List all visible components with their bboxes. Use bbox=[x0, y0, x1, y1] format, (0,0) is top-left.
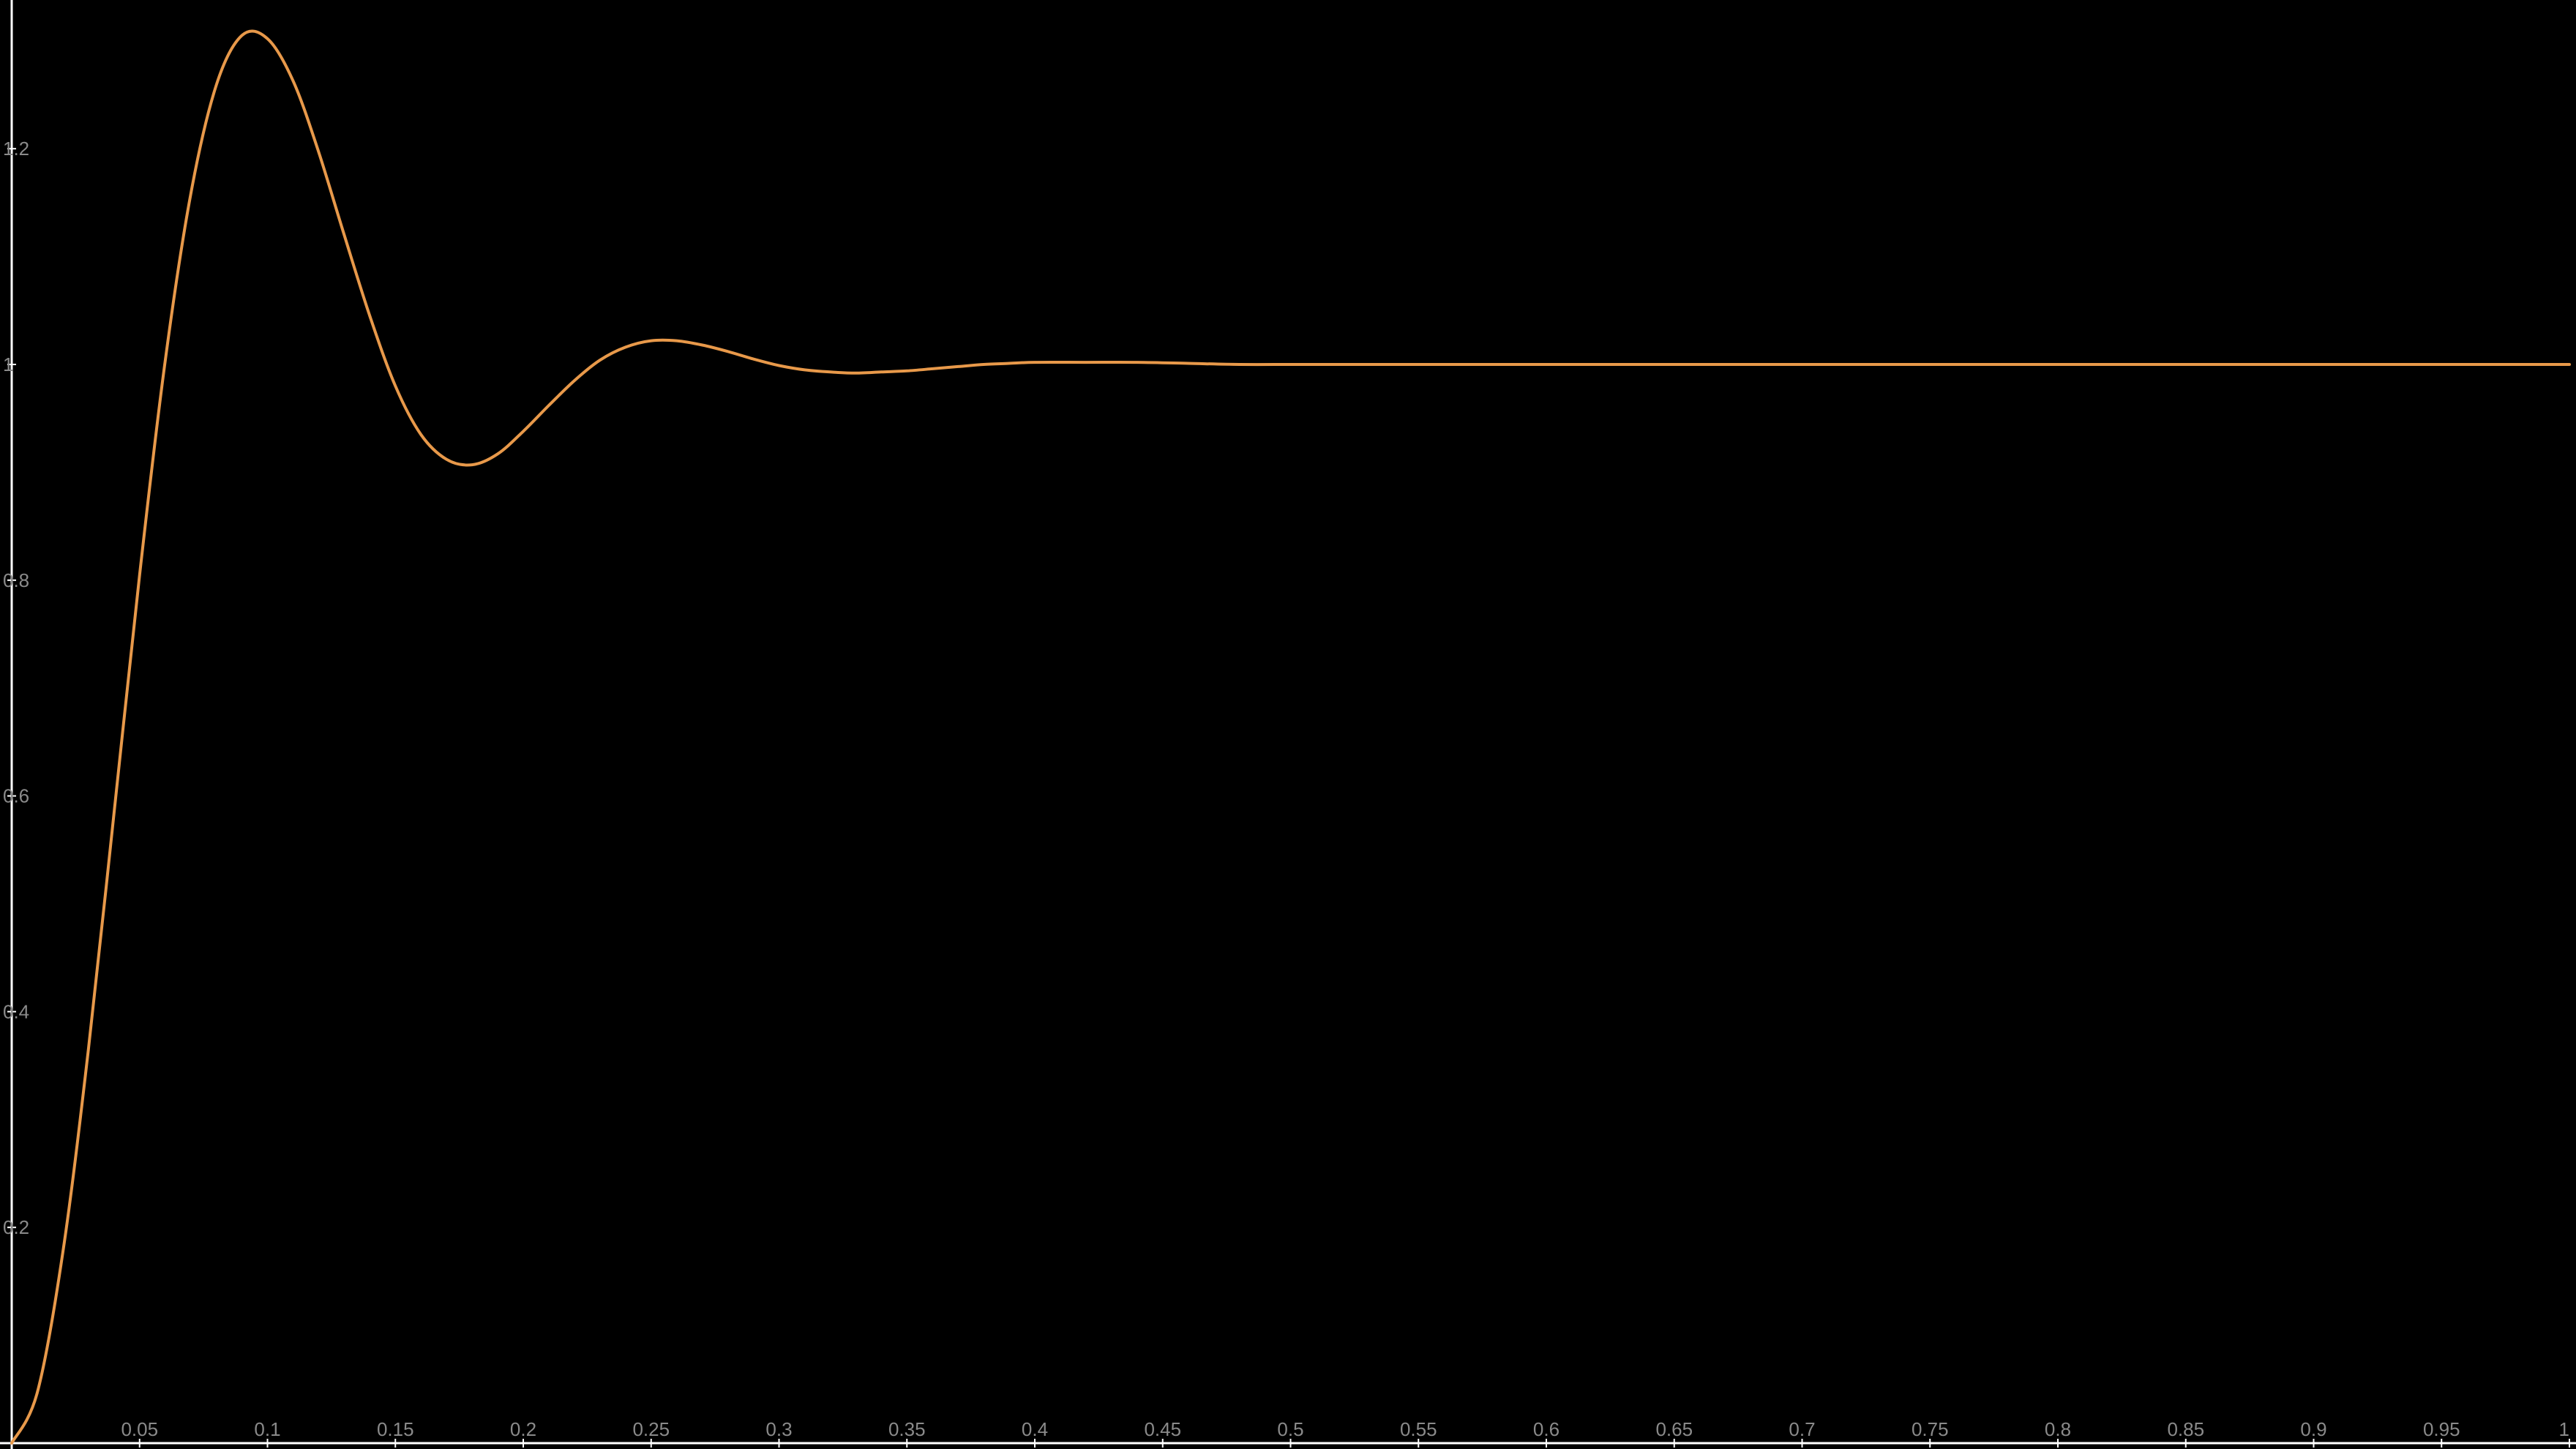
x-tick-label: 0.1 bbox=[254, 1418, 280, 1440]
x-tick-label: 0.4 bbox=[1022, 1418, 1048, 1440]
x-tick-label: 0.3 bbox=[765, 1418, 792, 1440]
y-tick-label: 1 bbox=[3, 353, 13, 375]
x-tick-label: 0.2 bbox=[510, 1418, 536, 1440]
y-tick-label: 0.2 bbox=[3, 1216, 29, 1238]
y-tick-label: 0.8 bbox=[3, 569, 29, 591]
x-tick-label: 0.25 bbox=[632, 1418, 670, 1440]
x-tick-label: 0.65 bbox=[1655, 1418, 1693, 1440]
x-tick-label: 1 bbox=[2559, 1418, 2569, 1440]
x-tick-label: 0.55 bbox=[1400, 1418, 1437, 1440]
x-tick-label: 0.05 bbox=[121, 1418, 158, 1440]
x-tick-label: 0.95 bbox=[2423, 1418, 2460, 1440]
x-tick-label: 0.7 bbox=[1789, 1418, 1815, 1440]
x-tick-label: 0.15 bbox=[377, 1418, 414, 1440]
x-tick-label: 0.9 bbox=[2300, 1418, 2326, 1440]
y-tick-label: 1.2 bbox=[3, 138, 29, 160]
y-tick-label: 0.4 bbox=[3, 1000, 29, 1022]
x-tick-label: 0.75 bbox=[1912, 1418, 1949, 1440]
series-line bbox=[10, 29, 2571, 1445]
y-tick-label: 0.6 bbox=[3, 785, 29, 807]
x-tick-label: 0.8 bbox=[2045, 1418, 2071, 1440]
x-tick-label: 0.45 bbox=[1144, 1418, 1181, 1440]
x-tick-label: 0.35 bbox=[888, 1418, 926, 1440]
x-tick-label: 0.5 bbox=[1277, 1418, 1303, 1440]
x-tick-label: 0.6 bbox=[1533, 1418, 1560, 1440]
x-tick-label: 0.85 bbox=[2167, 1418, 2204, 1440]
